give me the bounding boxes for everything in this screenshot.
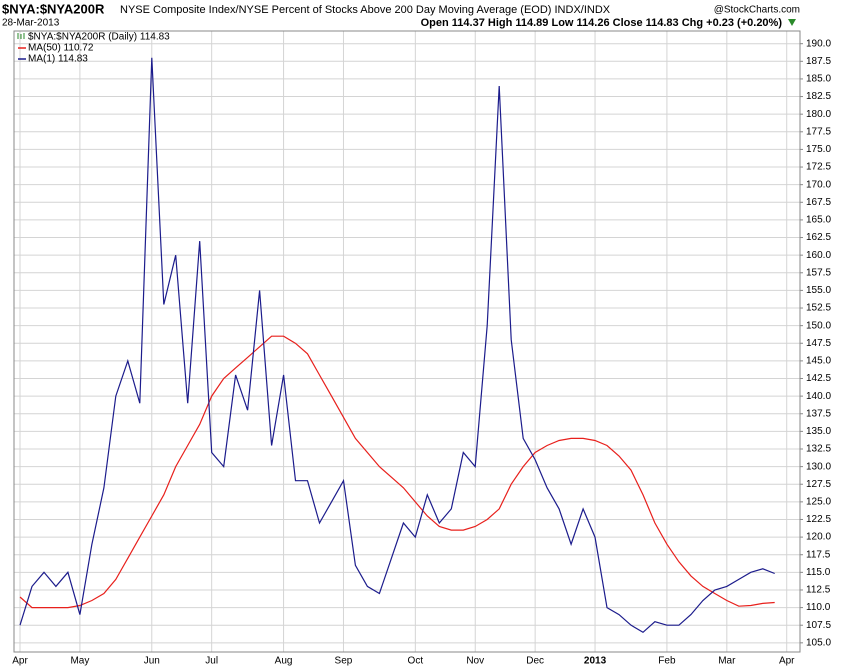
legend: $NYA:$NYA200R (Daily) 114.83 MA(50) 110.… bbox=[17, 32, 170, 65]
y-tick-label: 107.5 bbox=[806, 620, 831, 631]
legend-title: $NYA:$NYA200R (Daily) 114.83 bbox=[28, 32, 170, 43]
y-tick-label: 147.5 bbox=[806, 338, 831, 349]
legend-entry: MA(50) 110.72 bbox=[28, 43, 94, 54]
x-tick-label: Oct bbox=[408, 656, 424, 667]
y-tick-label: 157.5 bbox=[806, 267, 831, 278]
description: NYSE Composite Index/NYSE Percent of Sto… bbox=[120, 4, 611, 16]
x-tick-label: Feb bbox=[658, 656, 676, 667]
x-tick-label: May bbox=[70, 656, 89, 667]
y-tick-label: 152.5 bbox=[806, 303, 831, 314]
x-tick-label: Nov bbox=[466, 656, 484, 667]
x-tick-label: Apr bbox=[12, 656, 28, 667]
y-tick-label: 122.5 bbox=[806, 514, 831, 525]
plot bbox=[19, 57, 775, 634]
quote: Open 114.37 High 114.89 Low 114.26 Close… bbox=[421, 17, 783, 29]
x-tick-label: Dec bbox=[526, 656, 544, 667]
y-tick-label: 105.0 bbox=[806, 637, 831, 648]
y-tick-label: 187.5 bbox=[806, 56, 831, 67]
x-tick-label: Jun bbox=[144, 656, 160, 667]
y-tick-label: 112.5 bbox=[806, 585, 831, 596]
y-tick-label: 135.0 bbox=[806, 426, 831, 437]
x-tick-label: Apr bbox=[779, 656, 795, 667]
legend-icon bbox=[17, 33, 25, 39]
x-tick-label: Aug bbox=[275, 656, 293, 667]
series-line bbox=[19, 57, 775, 634]
series-line bbox=[19, 335, 775, 609]
y-tick-label: 140.0 bbox=[806, 391, 831, 402]
change-arrow bbox=[788, 19, 796, 26]
y-tick-label: 110.0 bbox=[806, 602, 831, 613]
y-tick-label: 182.5 bbox=[806, 91, 831, 102]
y-tick-label: 175.0 bbox=[806, 144, 831, 155]
y-tick-label: 155.0 bbox=[806, 285, 831, 296]
y-tick-label: 127.5 bbox=[806, 479, 831, 490]
plot-frame bbox=[13, 30, 801, 653]
y-tick-label: 132.5 bbox=[806, 444, 831, 455]
date: 28-Mar-2013 bbox=[2, 18, 60, 29]
y-tick-label: 130.0 bbox=[806, 461, 831, 472]
y-tick-label: 185.0 bbox=[806, 74, 831, 85]
x-tick-label: 2013 bbox=[584, 656, 607, 667]
y-tick-label: 165.0 bbox=[806, 215, 831, 226]
y-tick-label: 120.0 bbox=[806, 532, 831, 543]
y-tick-label: 162.5 bbox=[806, 232, 831, 243]
y-tick-label: 170.0 bbox=[806, 179, 831, 190]
source: @StockCharts.com bbox=[714, 5, 800, 16]
x-tick-label: Mar bbox=[718, 656, 736, 667]
y-tick-label: 115.0 bbox=[806, 567, 831, 578]
y-tick-label: 145.0 bbox=[806, 356, 831, 367]
y-tick-label: 117.5 bbox=[806, 549, 831, 560]
y-tick-label: 137.5 bbox=[806, 408, 831, 419]
legend-entry: MA(1) 114.83 bbox=[28, 54, 88, 65]
y-tick-label: 180.0 bbox=[806, 109, 831, 120]
symbol: $NYA:$NYA200R bbox=[2, 1, 105, 16]
y-tick-label: 125.0 bbox=[806, 497, 831, 508]
y-tick-label: 142.5 bbox=[806, 373, 831, 384]
y-tick-label: 150.0 bbox=[806, 320, 831, 331]
x-tick-label: Jul bbox=[205, 656, 218, 667]
y-tick-label: 172.5 bbox=[806, 162, 831, 173]
grid bbox=[14, 31, 803, 652]
y-tick-label: 190.0 bbox=[806, 38, 831, 49]
y-tick-label: 160.0 bbox=[806, 250, 831, 261]
x-tick-label: Sep bbox=[335, 656, 353, 667]
y-tick-label: 177.5 bbox=[806, 126, 831, 137]
y-tick-label: 167.5 bbox=[806, 197, 831, 208]
